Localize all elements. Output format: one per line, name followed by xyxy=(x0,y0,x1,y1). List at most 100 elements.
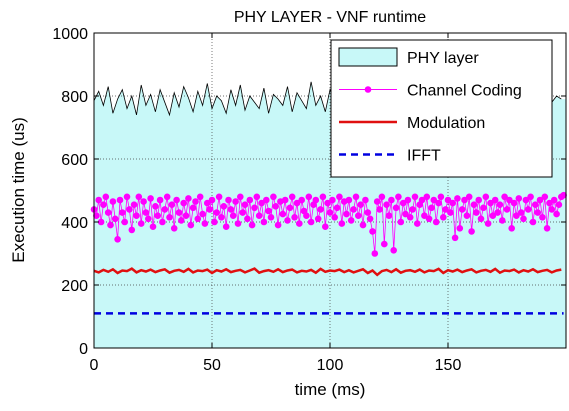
x-tick-label: 100 xyxy=(317,357,344,374)
data-point-channel-coding xyxy=(421,212,428,219)
data-point-channel-coding xyxy=(161,206,169,213)
data-point-channel-coding xyxy=(220,203,228,210)
data-point-channel-coding xyxy=(491,196,499,204)
data-point-channel-coding xyxy=(520,215,527,223)
data-point-channel-coding xyxy=(251,204,258,212)
legend-label-modulation: Modulation xyxy=(407,115,485,132)
data-point-channel-coding xyxy=(208,196,216,204)
data-point-channel-coding xyxy=(449,199,457,207)
data-point-channel-coding xyxy=(451,234,459,242)
data-point-channel-coding xyxy=(147,195,154,202)
data-point-channel-coding xyxy=(154,212,161,219)
y-axis-label: Execution time (us) xyxy=(9,117,28,263)
data-point-channel-coding xyxy=(121,218,128,226)
data-point-channel-coding xyxy=(107,221,114,229)
data-point-channel-coding xyxy=(305,193,313,201)
data-point-channel-coding xyxy=(517,209,525,216)
data-point-channel-coding xyxy=(475,196,483,204)
data-point-channel-coding xyxy=(536,196,544,204)
data-point-channel-coding xyxy=(461,196,468,204)
legend: PHY layer Channel Coding Modulation IFFT xyxy=(330,39,553,178)
data-point-channel-coding xyxy=(180,199,187,207)
data-point-channel-coding xyxy=(274,221,282,229)
data-point-channel-coding xyxy=(100,201,107,208)
data-point-channel-coding xyxy=(489,212,497,219)
data-point-channel-coding xyxy=(206,206,213,213)
data-point-channel-coding xyxy=(541,193,549,201)
data-point-channel-coding xyxy=(119,209,126,216)
tick-layer: 0 50 100 150 0 200 400 600 800 1000 xyxy=(52,26,566,374)
data-point-channel-coding xyxy=(317,206,324,213)
legend-swatch-phy-layer xyxy=(338,47,398,67)
data-point-channel-coding xyxy=(560,191,567,199)
data-point-channel-coding xyxy=(411,193,419,201)
data-point-channel-coding xyxy=(409,206,416,213)
data-point-channel-coding xyxy=(166,214,173,221)
legend-label-phy-layer: PHY layer xyxy=(407,50,479,67)
data-point-channel-coding xyxy=(196,193,204,201)
series-line-modulation xyxy=(93,267,562,277)
data-point-channel-coding xyxy=(272,203,280,210)
data-point-channel-coding xyxy=(555,201,563,208)
data-point-channel-coding xyxy=(414,220,421,227)
data-point-channel-coding xyxy=(187,221,195,229)
y-tick-label: 1000 xyxy=(52,26,88,43)
data-point-channel-coding xyxy=(369,228,376,235)
data-point-channel-coding xyxy=(553,210,560,218)
data-point-channel-coding xyxy=(357,201,365,208)
data-point-channel-coding xyxy=(156,196,164,204)
data-point-channel-coding xyxy=(435,199,442,207)
data-point-channel-coding xyxy=(204,199,211,207)
data-point-channel-coding xyxy=(239,209,246,216)
data-point-channel-coding xyxy=(133,212,140,219)
data-point-channel-coding xyxy=(168,201,176,208)
y-tick-label: 600 xyxy=(61,152,88,169)
data-point-channel-coding xyxy=(225,196,232,204)
data-point-channel-coding xyxy=(123,193,131,201)
legend-label-channel-coding: Channel Coding xyxy=(407,83,522,100)
data-point-channel-coding xyxy=(199,210,206,218)
data-point-channel-coding xyxy=(548,206,556,213)
data-point-channel-coding xyxy=(524,206,532,213)
y-tick-label: 0 xyxy=(79,341,88,358)
data-point-channel-coding xyxy=(185,195,192,202)
data-point-channel-coding xyxy=(366,215,374,223)
data-point-channel-coding xyxy=(263,196,270,204)
data-point-channel-coding xyxy=(135,193,143,201)
data-point-channel-coding xyxy=(291,214,298,221)
x-tick-label: 50 xyxy=(203,357,221,374)
data-point-channel-coding xyxy=(173,196,180,204)
y-tick-label: 400 xyxy=(61,215,88,232)
data-point-channel-coding xyxy=(550,196,558,204)
data-point-channel-coding xyxy=(355,212,362,219)
data-point-channel-coding xyxy=(104,209,112,216)
data-point-channel-coding xyxy=(189,204,197,212)
legend-entry-channel-coding: Channel Coding xyxy=(339,83,522,100)
data-point-channel-coding xyxy=(128,226,136,234)
y-tick-label: 200 xyxy=(61,278,88,295)
data-point-channel-coding xyxy=(279,210,287,218)
data-point-channel-coding xyxy=(213,209,220,216)
data-point-channel-coding xyxy=(182,212,190,219)
data-point-channel-coding xyxy=(397,218,405,226)
data-point-channel-coding xyxy=(345,196,353,204)
data-point-channel-coding xyxy=(97,218,105,226)
data-point-channel-coding xyxy=(265,207,272,215)
data-point-channel-coding xyxy=(142,209,150,216)
data-point-channel-coding xyxy=(470,201,478,208)
data-point-channel-coding xyxy=(201,220,209,227)
data-point-channel-coding xyxy=(543,225,551,232)
data-point-channel-coding xyxy=(418,196,426,204)
data-point-channel-coding xyxy=(312,196,320,204)
data-point-channel-coding xyxy=(244,215,251,223)
data-point-channel-coding xyxy=(539,214,546,221)
data-point-channel-coding xyxy=(102,193,110,201)
data-point-channel-coding xyxy=(480,204,487,212)
data-point-channel-coding xyxy=(194,215,202,223)
data-point-channel-coding xyxy=(373,198,381,205)
data-point-channel-coding xyxy=(496,201,504,208)
data-point-channel-coding xyxy=(383,201,390,208)
data-point-channel-coding xyxy=(232,198,239,205)
data-point-channel-coding xyxy=(362,196,369,204)
data-point-channel-coding xyxy=(336,193,343,201)
